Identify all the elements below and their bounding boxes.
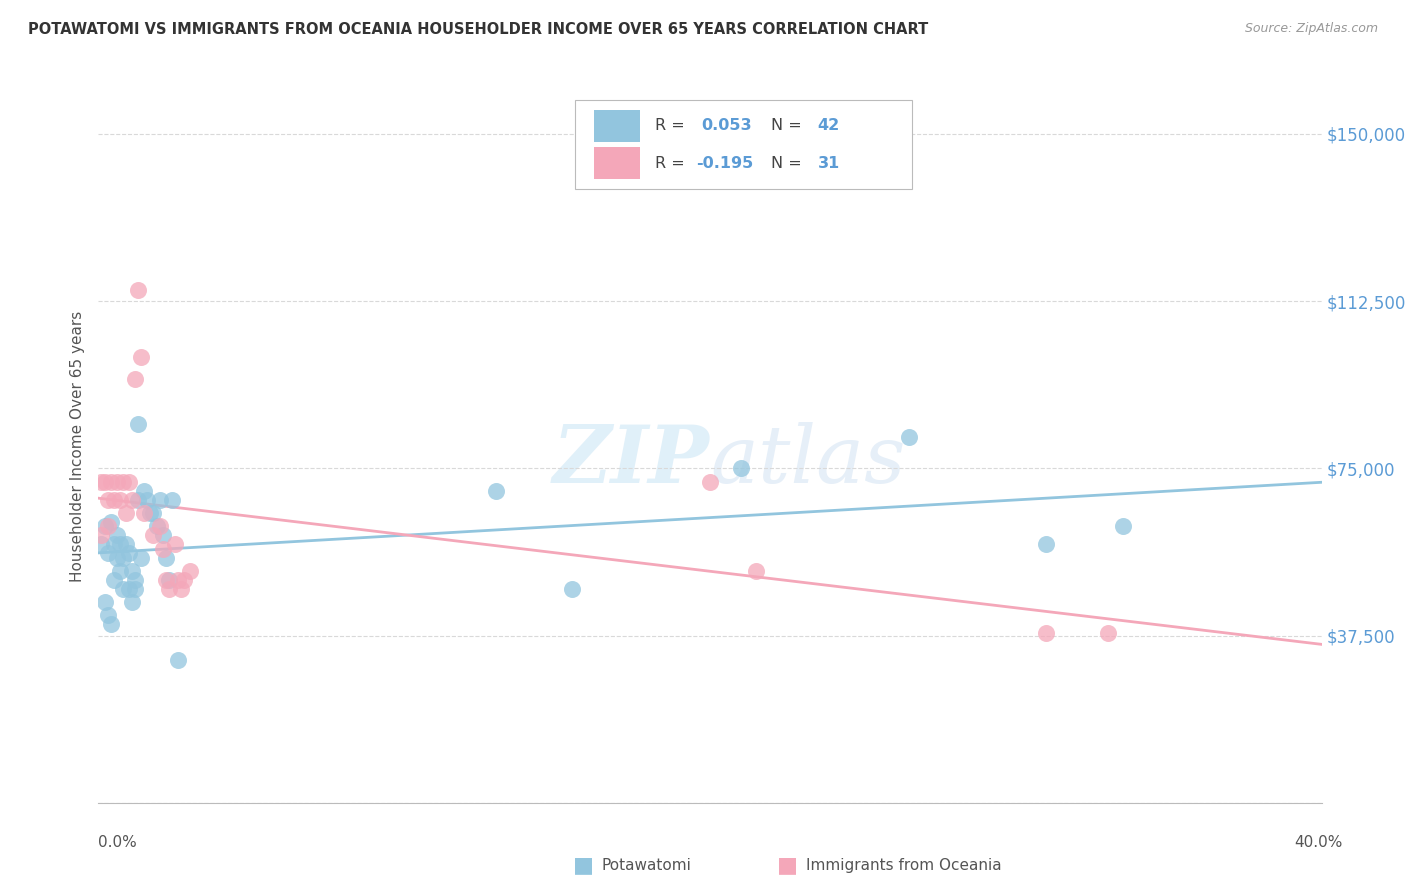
- Point: [121, 564, 143, 578]
- Point: [127, 283, 149, 297]
- Point: [124, 582, 146, 596]
- Point: [103, 537, 125, 551]
- Point: [157, 582, 180, 596]
- Point: [100, 515, 122, 529]
- Point: [111, 550, 134, 565]
- Point: [1035, 626, 1057, 640]
- Text: 40.0%: 40.0%: [1295, 836, 1343, 850]
- Point: [730, 461, 752, 475]
- Point: [129, 350, 152, 364]
- Point: [97, 546, 120, 560]
- Point: [160, 492, 183, 507]
- Text: ZIP: ZIP: [553, 422, 710, 499]
- Point: [745, 564, 768, 578]
- Point: [115, 506, 138, 520]
- Point: [115, 537, 138, 551]
- Point: [97, 492, 120, 507]
- Point: [179, 564, 201, 578]
- Point: [90, 475, 112, 489]
- Point: [90, 537, 112, 551]
- Point: [127, 417, 149, 431]
- Text: 31: 31: [818, 156, 839, 171]
- Point: [152, 541, 174, 556]
- Point: [118, 582, 141, 596]
- Point: [121, 492, 143, 507]
- Point: [93, 595, 115, 609]
- Text: ■: ■: [574, 855, 593, 875]
- Point: [108, 537, 131, 551]
- Point: [485, 483, 508, 498]
- Point: [170, 582, 193, 596]
- Text: 0.053: 0.053: [702, 118, 752, 133]
- Text: Potawatomi: Potawatomi: [602, 858, 692, 872]
- Point: [152, 528, 174, 542]
- Text: Source: ZipAtlas.com: Source: ZipAtlas.com: [1244, 22, 1378, 36]
- Point: [167, 573, 190, 587]
- Point: [129, 550, 152, 565]
- Point: [108, 492, 131, 507]
- Point: [103, 492, 125, 507]
- Point: [103, 573, 125, 587]
- Text: ■: ■: [778, 855, 797, 875]
- Point: [93, 475, 115, 489]
- Point: [100, 475, 122, 489]
- Text: Immigrants from Oceania: Immigrants from Oceania: [806, 858, 1001, 872]
- Point: [149, 519, 172, 533]
- Point: [173, 573, 195, 587]
- FancyBboxPatch shape: [593, 147, 640, 179]
- Point: [105, 528, 128, 542]
- Point: [149, 492, 172, 507]
- Point: [145, 519, 167, 533]
- Text: R =: R =: [655, 118, 690, 133]
- Point: [121, 595, 143, 609]
- Point: [699, 475, 721, 489]
- Text: 42: 42: [818, 118, 839, 133]
- Point: [97, 608, 120, 623]
- Point: [134, 483, 156, 498]
- Point: [118, 546, 141, 560]
- Text: R =: R =: [655, 156, 690, 171]
- Text: N =: N =: [772, 156, 807, 171]
- Point: [118, 475, 141, 489]
- Point: [163, 537, 186, 551]
- Point: [90, 528, 112, 542]
- Point: [97, 519, 120, 533]
- Point: [1112, 519, 1135, 533]
- Point: [93, 519, 115, 533]
- Point: [134, 506, 156, 520]
- Point: [108, 564, 131, 578]
- Text: atlas: atlas: [710, 422, 905, 499]
- Point: [111, 582, 134, 596]
- Point: [100, 617, 122, 632]
- Point: [897, 430, 920, 444]
- Text: -0.195: -0.195: [696, 156, 754, 171]
- Point: [136, 492, 159, 507]
- Point: [139, 506, 162, 520]
- Point: [1035, 537, 1057, 551]
- Point: [155, 550, 177, 565]
- FancyBboxPatch shape: [575, 100, 912, 189]
- Point: [561, 582, 583, 596]
- Point: [155, 573, 177, 587]
- Text: 0.0%: 0.0%: [98, 836, 138, 850]
- Point: [127, 492, 149, 507]
- Point: [142, 528, 165, 542]
- Point: [105, 550, 128, 565]
- Point: [105, 475, 128, 489]
- Point: [142, 506, 165, 520]
- Point: [124, 372, 146, 386]
- Point: [157, 573, 180, 587]
- Text: N =: N =: [772, 118, 807, 133]
- FancyBboxPatch shape: [593, 110, 640, 142]
- Text: POTAWATOMI VS IMMIGRANTS FROM OCEANIA HOUSEHOLDER INCOME OVER 65 YEARS CORRELATI: POTAWATOMI VS IMMIGRANTS FROM OCEANIA HO…: [28, 22, 928, 37]
- Point: [1097, 626, 1119, 640]
- Y-axis label: Householder Income Over 65 years: Householder Income Over 65 years: [70, 310, 86, 582]
- Point: [111, 475, 134, 489]
- Point: [167, 653, 190, 667]
- Point: [124, 573, 146, 587]
